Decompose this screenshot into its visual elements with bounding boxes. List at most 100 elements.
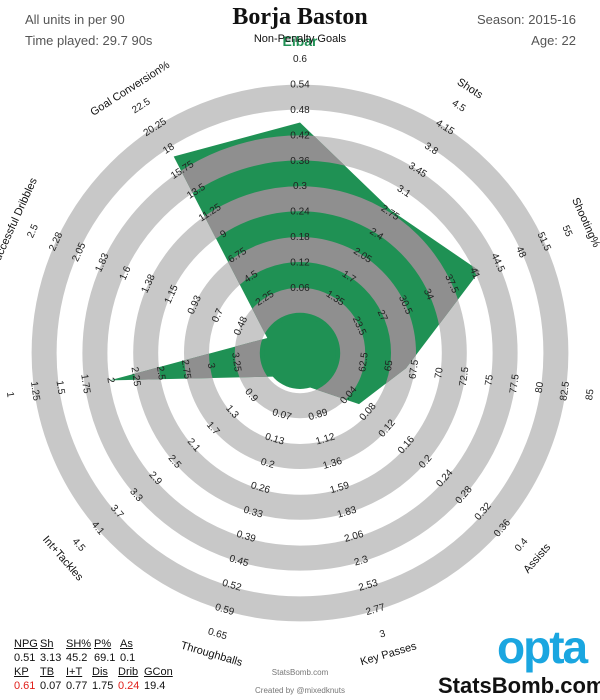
tick-label: 41 (467, 266, 482, 281)
tick-label: 2.75 (179, 359, 193, 380)
age-label: Age: 22 (531, 33, 576, 48)
tick-label: 0.36 (290, 156, 310, 167)
tick-label: 0.65 (207, 626, 229, 642)
tick-label: 1.5 (54, 380, 67, 396)
tick-label: 2.53 (357, 578, 379, 594)
stats-cell: 45.2 (66, 652, 88, 664)
tick-label: 4.5 (70, 536, 88, 554)
tick-label: 0.52 (221, 578, 243, 594)
axis-label: Goal Conversion% (88, 59, 172, 119)
stats-cell: SH% (66, 638, 92, 650)
tick-label: 0.7 (210, 307, 226, 325)
stats-row-2-headers: KP TB I+T Dis Drib GCon (14, 665, 174, 679)
stats-cell: 0.07 (40, 680, 62, 692)
stats-cell: 0.77 (66, 680, 88, 692)
tick-label: 2.3 (353, 554, 370, 569)
stats-cell: 19.4 (144, 680, 166, 692)
stats-cell: Dis (92, 666, 108, 678)
tick-label: 0.39 (235, 529, 257, 545)
axis-label: Non-Penalty Goals (254, 33, 347, 45)
stats-cell: P% (94, 638, 112, 650)
player-name: Borja Baston (232, 4, 368, 30)
tick-label: 1.36 (322, 456, 344, 472)
tick-label: 1.25 (28, 381, 42, 402)
tick-label: 0.24 (290, 207, 310, 218)
time-played: Time played: 29.7 90s (25, 33, 153, 48)
stats-row-2-values: 0.61 0.07 0.77 1.75 0.24 19.4 (14, 679, 174, 693)
tick-label: 0.2 (259, 457, 276, 472)
stats-cell: 69.1 (94, 652, 116, 664)
tick-label: 34 (421, 287, 436, 302)
tick-label: 3 (378, 628, 387, 640)
tick-label: 65 (383, 359, 396, 372)
stats-cell: I+T (66, 666, 83, 678)
tick-label: 0.89 (307, 407, 329, 423)
tick-label: 1 (4, 391, 16, 399)
axis-label: Shots (455, 76, 486, 102)
tick-label: 0.13 (264, 431, 286, 447)
stats-cell: As (120, 638, 133, 650)
axis-label: Key Passes (359, 640, 419, 668)
tick-label: 22.5 (130, 96, 153, 116)
tick-label: 2.5 (25, 222, 41, 240)
stats-cell: 0.61 (14, 680, 36, 692)
season-label: Season: 2015-16 (476, 12, 576, 27)
tick-label: 1.75 (78, 373, 92, 394)
opta-logo: opta (497, 621, 588, 673)
tick-label: 0.07 (271, 407, 293, 423)
tick-label: 1.12 (315, 431, 337, 447)
radar-centre (264, 317, 336, 389)
tick-label: 0.12 (290, 257, 310, 268)
tick-label: 0.26 (249, 480, 271, 496)
stats-cell: KP (14, 666, 29, 678)
tick-label: 2.77 (365, 602, 387, 618)
tick-label: 0.18 (290, 232, 310, 243)
tick-label: 0.45 (228, 553, 250, 569)
tick-label: 3 (205, 362, 217, 370)
tick-label: 1.83 (336, 504, 358, 520)
tick-label: 0.59 (214, 602, 236, 618)
stats-cell: Sh (40, 638, 54, 650)
player-polygon-ring-overlap (109, 122, 480, 405)
stats-cell: 0.51 (14, 652, 36, 664)
tick-label: 0.48 (290, 105, 310, 116)
axis-label: Throughballs (179, 640, 244, 670)
units-note: All units in per 90 (25, 12, 125, 27)
tick-label: 67.5 (407, 359, 421, 380)
footer-credit: Created by @mixedknuts (255, 686, 345, 695)
stats-cell: 1.75 (92, 680, 114, 692)
stats-cell: GCon (144, 666, 173, 678)
tick-label: 1.59 (329, 480, 351, 496)
tick-label: 0.42 (290, 130, 310, 141)
stats-row-1-headers: NPG Sh SH% P% As (14, 637, 174, 651)
stats-cell: 3.13 (40, 652, 62, 664)
tick-label: 0.6 (293, 54, 307, 65)
tick-label: 9 (218, 228, 229, 240)
tick-label: 48 (513, 245, 528, 260)
tick-label: 4.5 (450, 98, 468, 115)
tick-label: 2 (104, 377, 116, 385)
tick-label: 1.6 (118, 264, 134, 282)
tick-label: 85 (584, 388, 597, 401)
statsbomb-brand: StatsBomb.com (438, 673, 600, 698)
stats-cell: 0.1 (120, 652, 136, 664)
stats-cell: Drib (118, 666, 139, 678)
tick-label: 75 (483, 374, 496, 387)
stats-row-1-values: 0.51 3.13 45.2 69.1 0.1 (14, 651, 174, 665)
stats-cell: NPG (14, 638, 38, 650)
stats-table: NPG Sh SH% P% As 0.51 3.13 45.2 69.1 0.1 KP TB I+T… (14, 637, 174, 693)
radar-polygons (109, 122, 480, 405)
tick-label: 0.06 (290, 283, 310, 294)
stats-cell: TB (40, 666, 55, 678)
tick-label: 27 (375, 308, 390, 323)
tick-label: 2.25 (129, 366, 143, 387)
tick-label: 2.5 (154, 365, 167, 381)
tick-label: 0.3 (293, 181, 307, 192)
tick-label: 2.06 (343, 529, 365, 545)
team-name: Eibar (282, 33, 318, 49)
tick-label: 80 (534, 381, 547, 394)
tick-label: 3.25 (229, 352, 243, 373)
tick-label: 55 (559, 224, 574, 239)
tick-label: 62.5 (357, 351, 371, 372)
